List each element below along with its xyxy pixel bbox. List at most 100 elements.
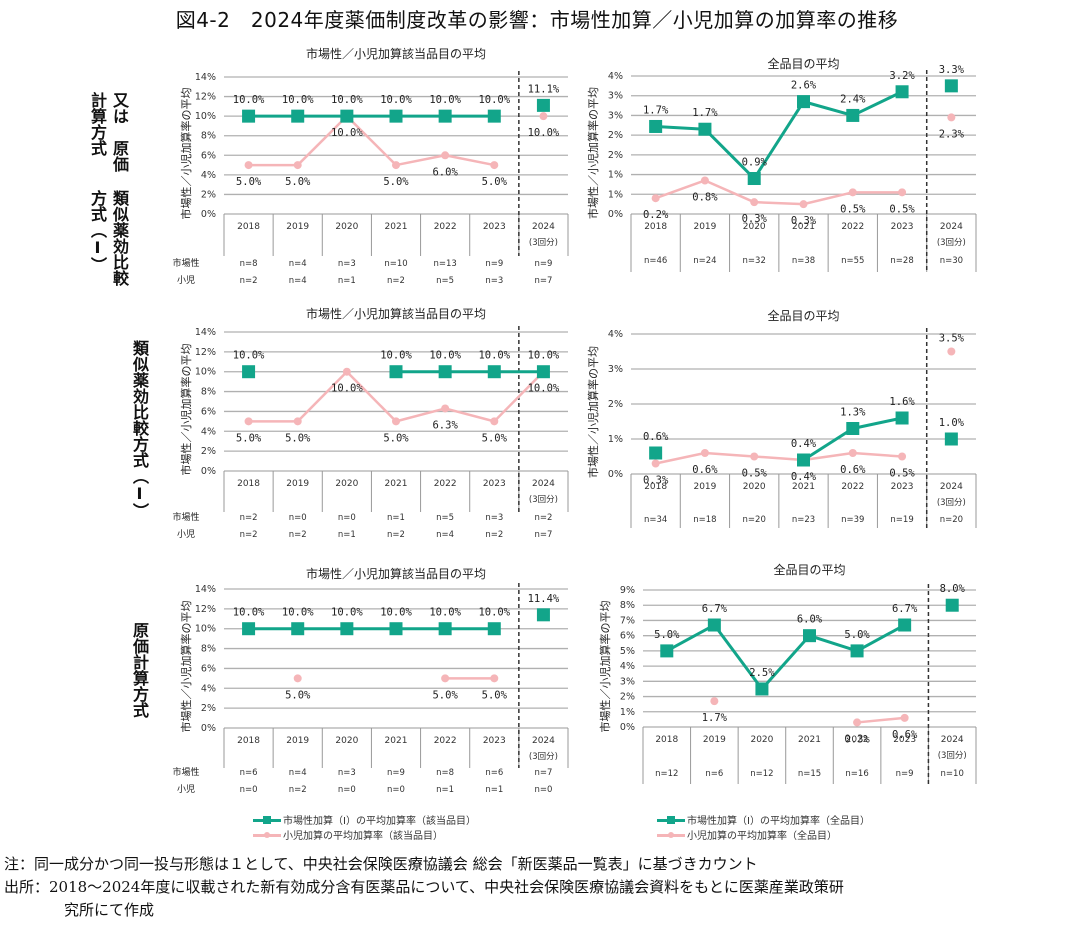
data-label: 2.4% — [840, 93, 866, 105]
pediatric-circle-marker — [947, 113, 956, 122]
data-label: 0.2% — [643, 209, 669, 221]
pediatric-circle-marker — [392, 161, 400, 170]
pediatric-circle-marker — [441, 674, 450, 683]
x-category-label: 2023 — [891, 222, 914, 232]
sample-count: n=1 — [436, 785, 454, 795]
x-category-label: 2018 — [644, 222, 667, 232]
pediatric-circle-marker — [490, 161, 499, 170]
sample-count: n=1 — [338, 530, 356, 540]
sample-count: n=19 — [890, 515, 913, 525]
sample-count: n=30 — [940, 256, 963, 266]
x-category-label: 2020 — [335, 479, 358, 489]
data-label: 10.0% — [380, 94, 412, 106]
x-category-sub: (3回分) — [529, 752, 558, 762]
data-label: 5.0% — [236, 176, 262, 188]
data-label: 2.6% — [791, 80, 817, 92]
y-tick-label: 14% — [195, 72, 216, 83]
sample-count: n=0 — [534, 785, 552, 795]
y-tick-label: 6% — [201, 663, 216, 674]
x-category-label: 2018 — [644, 482, 667, 492]
pediatric-circle-marker — [947, 347, 956, 356]
y-tick-label: 8% — [201, 131, 216, 142]
data-label: 10.0% — [331, 94, 363, 106]
chart-title: 市場性／小児加算該当品目の平均 — [306, 306, 486, 321]
data-label: 0.6% — [692, 464, 718, 476]
data-label: 10.0% — [528, 127, 560, 139]
pediatric-circle-marker — [342, 367, 351, 376]
data-label: 5.0% — [654, 629, 680, 641]
chart-title: 全品目の平均 — [767, 308, 839, 323]
data-label: 5.0% — [285, 689, 311, 701]
market-square-marker — [898, 618, 912, 632]
y-axis-title: 市場性／小児加算率の平均 — [586, 87, 600, 219]
y-tick-label: 0% — [620, 722, 635, 733]
pediatric-circle-marker — [700, 449, 709, 457]
x-category-sub: (3回分) — [938, 751, 967, 761]
y-tick-label: 2% — [201, 189, 216, 200]
x-category-label: 2021 — [385, 222, 408, 232]
y-tick-label: 4% — [201, 683, 216, 694]
pediatric-circle-marker — [441, 404, 450, 413]
legend-label: 小児加算の平均加算率（全品目） — [687, 831, 837, 842]
x-category-label: 2020 — [743, 222, 766, 232]
data-label: 6.3% — [432, 419, 458, 431]
sample-count: n=2 — [289, 785, 307, 795]
x-category-sub: (3回分) — [937, 498, 966, 508]
pediatric-circle-marker — [900, 713, 909, 722]
market-square-marker — [895, 411, 909, 425]
market-square-marker — [797, 453, 810, 467]
sample-count: n=39 — [841, 515, 864, 525]
market-square-marker — [438, 622, 452, 636]
market-square-marker — [803, 629, 816, 643]
x-category-label: 2023 — [891, 482, 914, 492]
chart-panel-r3-right: 全品目の平均 0% 1% 2% 3% 4% 5% 6% 7% 8% 9% 市場性／小児加算率の平均 20… — [598, 562, 977, 784]
market-square-marker — [389, 622, 403, 636]
market-square-marker — [536, 365, 550, 379]
table-row-label-pediatric: 小児 — [177, 529, 195, 540]
y-tick-label: 0% — [608, 209, 623, 220]
data-label: 10.0% — [233, 607, 265, 619]
x-category-label: 2018 — [237, 479, 260, 489]
sample-count: n=1 — [485, 785, 503, 795]
x-category-label: 2019 — [703, 735, 726, 745]
y-tick-label: 10% — [195, 367, 216, 378]
sample-count: n=7 — [534, 768, 552, 778]
y-axis-title: 市場性／小児加算率の平均 — [179, 601, 193, 733]
market-square-marker — [944, 79, 958, 93]
data-label: 0.3% — [643, 475, 669, 487]
sample-count: n=10 — [384, 259, 407, 269]
sample-count: n=24 — [693, 256, 716, 266]
market-square-marker — [895, 85, 909, 99]
data-label: 0.4% — [791, 438, 817, 450]
x-category-label: 2021 — [385, 479, 408, 489]
sample-count: n=13 — [433, 259, 456, 269]
data-label: 1.7% — [702, 712, 728, 724]
y-tick-label: 3% — [620, 676, 635, 687]
data-label: 0.5% — [742, 468, 768, 480]
row-label-1: 類似薬効比較方式（Ⅰ） 又は 原価計算方式 — [86, 92, 130, 302]
row-label-3: 原価計算方式 — [128, 622, 150, 718]
legend-label: 小児加算の平均加算率（該当品目） — [283, 831, 443, 842]
sample-count: n=28 — [890, 256, 913, 266]
data-label: 11.1% — [528, 83, 560, 95]
sample-count: n=2 — [240, 513, 258, 523]
data-label: 10.0% — [331, 607, 363, 619]
data-label: 0.6% — [892, 729, 918, 741]
chart-title: 全品目の平均 — [767, 56, 839, 71]
data-label: 6.7% — [892, 603, 918, 615]
data-label: 3.2% — [889, 70, 915, 82]
data-label: 5.0% — [383, 432, 409, 444]
data-label: 2.5% — [749, 667, 775, 679]
market-square-marker — [242, 365, 256, 379]
sample-count: n=9 — [387, 768, 405, 778]
y-tick-label: 14% — [195, 327, 216, 338]
y-tick-label: 12% — [195, 604, 216, 615]
sample-count: n=1 — [387, 513, 405, 523]
chart-title: 市場性／小児加算該当品目の平均 — [306, 46, 486, 61]
data-label: 10.0% — [429, 607, 461, 619]
pediatric-circle-marker — [392, 417, 400, 426]
sample-count: n=1 — [338, 276, 356, 286]
sample-count: n=7 — [534, 276, 552, 286]
market-square-marker — [340, 622, 354, 636]
legend-left: 市場性加算（Ⅰ）の平均加算率（該当品目） 小児加算の平均加算率（該当品目） — [253, 812, 476, 842]
